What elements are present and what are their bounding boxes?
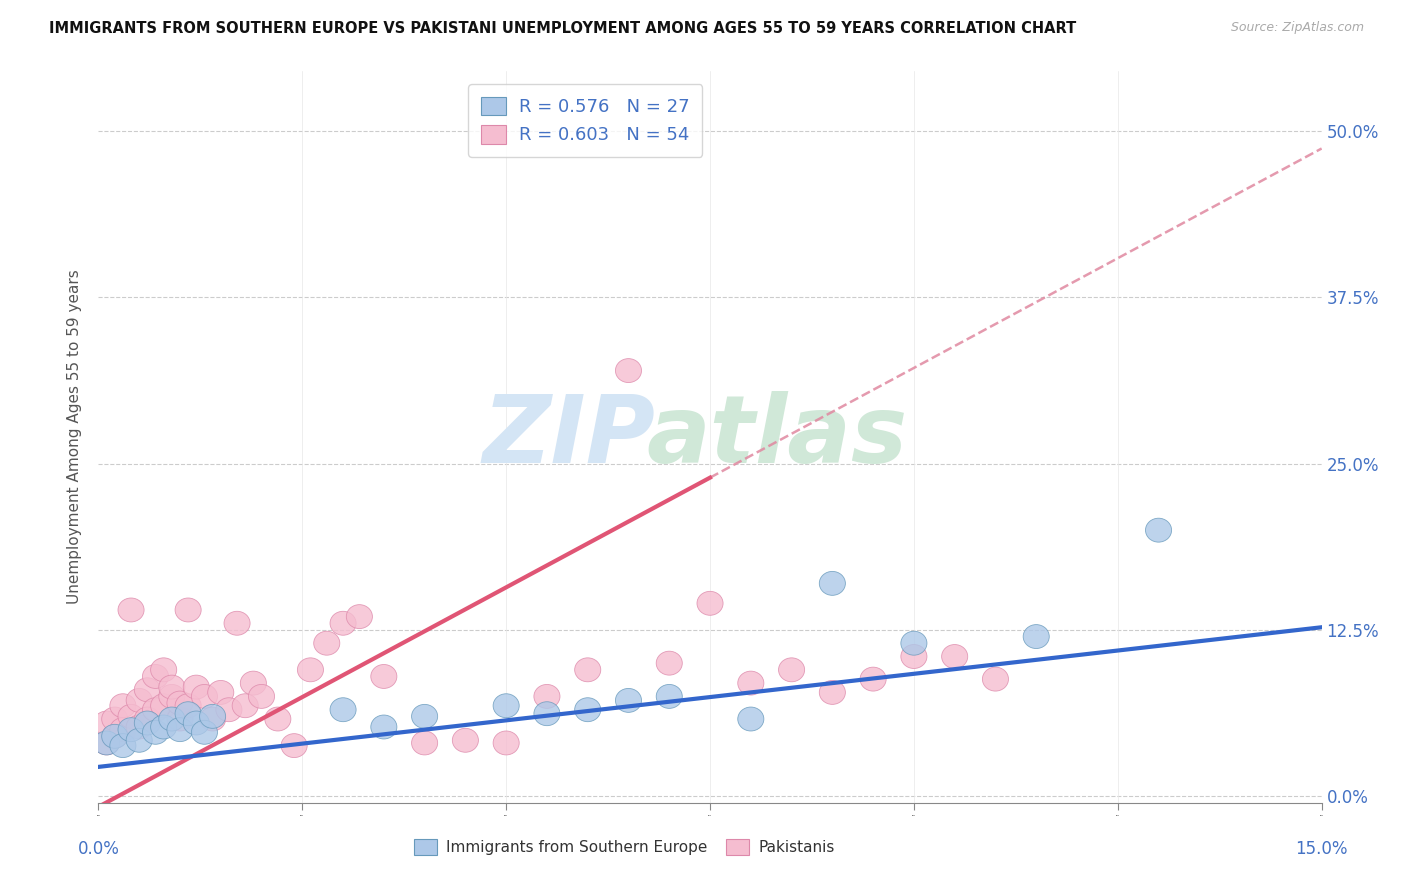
Ellipse shape xyxy=(860,667,886,691)
Ellipse shape xyxy=(575,698,600,722)
Ellipse shape xyxy=(371,715,396,739)
Ellipse shape xyxy=(249,684,274,708)
Ellipse shape xyxy=(159,684,184,708)
Ellipse shape xyxy=(167,718,193,741)
Text: Source: ZipAtlas.com: Source: ZipAtlas.com xyxy=(1230,21,1364,34)
Ellipse shape xyxy=(94,711,120,735)
Ellipse shape xyxy=(1024,624,1049,648)
Ellipse shape xyxy=(738,671,763,695)
Ellipse shape xyxy=(738,707,763,731)
Ellipse shape xyxy=(820,572,845,595)
Ellipse shape xyxy=(575,657,600,681)
Ellipse shape xyxy=(534,684,560,708)
Ellipse shape xyxy=(314,632,340,656)
Ellipse shape xyxy=(1146,518,1171,542)
Ellipse shape xyxy=(232,694,259,718)
Ellipse shape xyxy=(616,689,641,713)
Ellipse shape xyxy=(135,707,160,731)
Ellipse shape xyxy=(298,657,323,681)
Ellipse shape xyxy=(183,711,209,735)
Ellipse shape xyxy=(330,611,356,635)
Ellipse shape xyxy=(176,694,201,718)
Ellipse shape xyxy=(240,671,266,695)
Ellipse shape xyxy=(150,657,177,681)
Legend: Immigrants from Southern Europe, Pakistanis: Immigrants from Southern Europe, Pakista… xyxy=(408,833,841,861)
Ellipse shape xyxy=(494,694,519,718)
Ellipse shape xyxy=(657,651,682,675)
Ellipse shape xyxy=(697,591,723,615)
Ellipse shape xyxy=(176,598,201,622)
Ellipse shape xyxy=(142,721,169,744)
Ellipse shape xyxy=(183,675,209,699)
Ellipse shape xyxy=(901,632,927,656)
Ellipse shape xyxy=(281,733,307,757)
Ellipse shape xyxy=(118,718,143,741)
Ellipse shape xyxy=(820,681,845,705)
Ellipse shape xyxy=(412,705,437,729)
Text: 15.0%: 15.0% xyxy=(1295,840,1348,858)
Ellipse shape xyxy=(135,678,160,702)
Ellipse shape xyxy=(346,605,373,629)
Ellipse shape xyxy=(453,729,478,752)
Y-axis label: Unemployment Among Ages 55 to 59 years: Unemployment Among Ages 55 to 59 years xyxy=(66,269,82,605)
Ellipse shape xyxy=(110,718,136,741)
Ellipse shape xyxy=(371,665,396,689)
Ellipse shape xyxy=(167,691,193,715)
Ellipse shape xyxy=(264,707,291,731)
Ellipse shape xyxy=(118,705,143,729)
Ellipse shape xyxy=(142,698,169,722)
Ellipse shape xyxy=(616,359,641,383)
Ellipse shape xyxy=(101,707,128,731)
Ellipse shape xyxy=(167,707,193,731)
Ellipse shape xyxy=(135,711,160,735)
Ellipse shape xyxy=(779,657,804,681)
Ellipse shape xyxy=(159,675,184,699)
Ellipse shape xyxy=(150,694,177,718)
Ellipse shape xyxy=(101,724,128,748)
Ellipse shape xyxy=(942,645,967,668)
Ellipse shape xyxy=(127,715,152,739)
Text: ZIP: ZIP xyxy=(482,391,655,483)
Ellipse shape xyxy=(176,702,201,726)
Ellipse shape xyxy=(412,731,437,755)
Ellipse shape xyxy=(657,684,682,708)
Ellipse shape xyxy=(208,681,233,705)
Ellipse shape xyxy=(101,724,128,748)
Ellipse shape xyxy=(983,667,1008,691)
Ellipse shape xyxy=(191,721,218,744)
Ellipse shape xyxy=(224,611,250,635)
Ellipse shape xyxy=(142,665,169,689)
Text: IMMIGRANTS FROM SOUTHERN EUROPE VS PAKISTANI UNEMPLOYMENT AMONG AGES 55 TO 59 YE: IMMIGRANTS FROM SOUTHERN EUROPE VS PAKIS… xyxy=(49,21,1077,36)
Text: 0.0%: 0.0% xyxy=(77,840,120,858)
Ellipse shape xyxy=(200,707,225,731)
Ellipse shape xyxy=(159,707,184,731)
Ellipse shape xyxy=(150,715,177,739)
Ellipse shape xyxy=(200,705,225,729)
Ellipse shape xyxy=(127,729,152,752)
Ellipse shape xyxy=(118,598,143,622)
Ellipse shape xyxy=(127,689,152,713)
Ellipse shape xyxy=(110,694,136,718)
Ellipse shape xyxy=(330,698,356,722)
Text: atlas: atlas xyxy=(647,391,908,483)
Ellipse shape xyxy=(191,684,218,708)
Ellipse shape xyxy=(110,733,136,757)
Ellipse shape xyxy=(94,731,120,755)
Ellipse shape xyxy=(94,731,120,755)
Ellipse shape xyxy=(217,698,242,722)
Ellipse shape xyxy=(494,731,519,755)
Ellipse shape xyxy=(901,645,927,668)
Ellipse shape xyxy=(534,702,560,726)
